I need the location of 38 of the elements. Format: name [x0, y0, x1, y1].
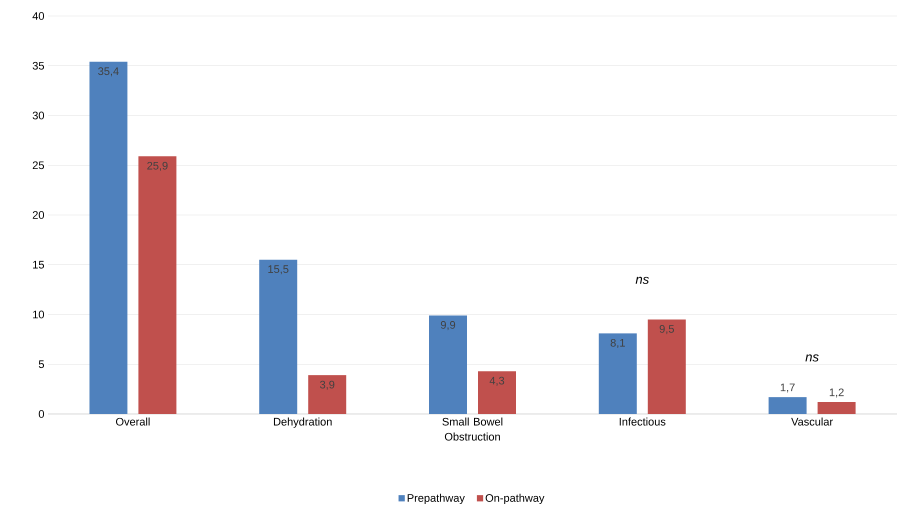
bar — [259, 260, 298, 414]
bar — [818, 402, 856, 414]
y-tick-label: 15 — [33, 260, 44, 269]
x-tick-label: Vascular — [791, 418, 833, 426]
x-tick-label: Infectious — [620, 418, 666, 426]
y-tick-label: 40 — [32, 12, 44, 20]
bar — [308, 375, 346, 414]
data-label: 25,9 — [147, 162, 168, 171]
x-tick-label: Overall — [116, 418, 150, 426]
bar — [138, 156, 176, 414]
y-tick-label: 5 — [38, 360, 44, 368]
data-label: 4,3 — [490, 376, 504, 386]
y-tick-label: 30 — [32, 112, 44, 120]
data-label: 8,1 — [610, 338, 625, 348]
annotation: ns — [805, 354, 819, 362]
data-label: 9,5 — [660, 325, 674, 334]
bar — [768, 397, 807, 414]
data-label: 15,5 — [268, 265, 288, 274]
y-tick-label: 10 — [33, 310, 44, 318]
data-label: 3,9 — [320, 380, 334, 390]
bar — [478, 371, 516, 414]
data-label: 35,4 — [98, 67, 119, 76]
bar — [598, 333, 637, 414]
legend-label: Prepathway — [408, 494, 465, 504]
y-tick-label: 20 — [32, 211, 44, 219]
data-label: 9,9 — [440, 321, 456, 330]
annotation: ns — [636, 276, 649, 284]
legend-label: On-pathway — [486, 494, 544, 504]
bar — [648, 319, 686, 414]
y-tick-label: 25 — [32, 161, 44, 170]
x-tick-label: Dehydration — [274, 418, 332, 428]
x-tick-label: Small Bowel Obstruction — [442, 418, 502, 441]
data-label: 1,2 — [830, 388, 844, 398]
bar — [429, 315, 468, 414]
data-label: 1,7 — [780, 384, 795, 393]
bar — [89, 62, 128, 414]
y-tick-label: 35 — [32, 62, 44, 70]
y-tick-label: 0 — [38, 410, 44, 418]
